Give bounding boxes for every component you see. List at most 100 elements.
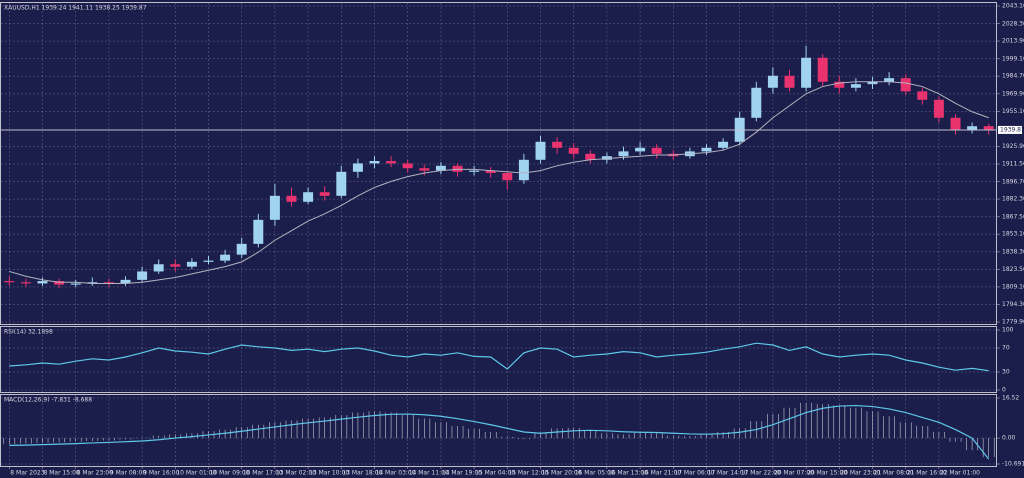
- y-tick-label: 1999.10: [1002, 55, 1024, 62]
- candle-body: [419, 168, 430, 171]
- y-tick-label: 1882.30: [1002, 196, 1024, 203]
- x-tick-label: 15 Mar 20:00: [542, 470, 582, 477]
- candle-body: [452, 165, 463, 172]
- candle-body: [402, 163, 413, 169]
- macd-frame: [0, 394, 997, 467]
- candle-body: [900, 78, 911, 92]
- candle-body: [635, 147, 646, 152]
- x-tick-label: 16 Mar 21:00: [641, 470, 681, 477]
- candle-body: [286, 195, 297, 202]
- candle-body: [319, 192, 330, 196]
- candle-body: [552, 141, 563, 148]
- y-tick-label: 1955.10: [1002, 108, 1024, 115]
- macd-signal-line: [9, 404, 990, 460]
- candle-body: [651, 147, 662, 154]
- candle-body: [817, 57, 828, 82]
- y-tick-label: 100: [1002, 327, 1014, 334]
- y-tick-label: 2043.10: [1002, 3, 1024, 10]
- y-tick-label: 1911.50: [1002, 161, 1024, 168]
- y-tick-label: 70: [1002, 345, 1010, 352]
- y-tick-label: 16.52: [1002, 395, 1019, 402]
- candle-body: [120, 279, 131, 284]
- y-tick-label: 1925.90: [1002, 143, 1024, 150]
- candle-body: [186, 261, 197, 267]
- candle-body: [917, 91, 928, 100]
- candle-body: [103, 282, 114, 284]
- candle-body: [4, 281, 15, 283]
- candle-body: [153, 264, 164, 272]
- rsi-title: RSI(14) 32.1898: [4, 329, 53, 336]
- x-tick-label: 14 Mar 19:00: [442, 470, 482, 477]
- y-tick-label: 0: [1002, 387, 1006, 394]
- x-tick-label: 17 Mar 06:00: [674, 470, 714, 477]
- candle-body: [618, 151, 629, 157]
- candle-body: [950, 117, 961, 130]
- candle-body: [834, 81, 845, 88]
- x-tick-label: 8 Mar 23:00: [77, 470, 113, 477]
- last-price-label: 1939.87: [1000, 126, 1024, 133]
- candle-body: [435, 165, 446, 171]
- indicator-line: [9, 342, 989, 372]
- x-tick-label: 10 Mar 17:00: [243, 470, 283, 477]
- y-tick-label: 1853.10: [1002, 231, 1024, 238]
- candle-body: [701, 147, 712, 152]
- candle-body: [386, 160, 397, 164]
- candle-body: [220, 254, 231, 261]
- candle-body: [469, 170, 480, 172]
- x-tick-label: 13 Mar 02:00: [276, 470, 316, 477]
- macd-title: MACD(12,26,9) -7.831 -8.688: [4, 397, 92, 404]
- candle-body: [718, 141, 729, 148]
- candle-body: [137, 271, 148, 280]
- candle-body: [20, 282, 31, 284]
- main-title: XAUUSD,H1 1939.24 1941.11 1938.25 1939.8…: [4, 5, 147, 12]
- candle-body: [967, 126, 978, 130]
- candle-body: [568, 147, 579, 154]
- x-tick-label: 21 Mar 16:00: [907, 470, 947, 477]
- candle-body: [502, 173, 513, 181]
- candle-body: [585, 153, 596, 160]
- candle-body: [867, 81, 878, 85]
- x-tick-label: 17 Mar 14:00: [708, 470, 748, 477]
- candle-body: [767, 75, 778, 88]
- y-tick-label: 2028.30: [1002, 20, 1024, 27]
- candle-body: [70, 283, 81, 285]
- candle-body: [170, 264, 181, 267]
- candle-body: [253, 219, 264, 244]
- candle-body: [303, 192, 314, 202]
- x-tick-label: 20 Mar 07:00: [774, 470, 814, 477]
- y-tick-label: 1896.70: [1002, 178, 1024, 185]
- candle-body: [236, 243, 247, 255]
- candle-body: [751, 87, 762, 118]
- y-tick-label: 1823.50: [1002, 266, 1024, 273]
- y-tick-label: 1809.10: [1002, 283, 1024, 290]
- x-tick-label: 8 Mar 15:00: [44, 470, 80, 477]
- x-tick-label: 14 Mar 11:00: [409, 470, 449, 477]
- candle-body: [87, 282, 98, 284]
- x-tick-label: 15 Mar 12:00: [508, 470, 548, 477]
- candle-body: [784, 75, 795, 88]
- x-tick-label: 9 Mar 16:00: [143, 470, 179, 477]
- x-tick-label: 15 Mar 04:00: [475, 470, 515, 477]
- x-tick-label: 16 Mar 05:00: [575, 470, 615, 477]
- y-tick-label: 1867.50: [1002, 213, 1024, 220]
- x-tick-label: 10 Mar 01:00: [176, 470, 216, 477]
- y-tick-label: 0.00: [1002, 435, 1016, 442]
- candle-body: [203, 260, 214, 262]
- rsi-frame: [0, 326, 997, 393]
- y-tick-label: 1969.90: [1002, 90, 1024, 97]
- candle-body: [54, 281, 65, 285]
- candle-body: [518, 159, 529, 181]
- x-tick-label: 10 Mar 09:00: [210, 470, 250, 477]
- candle-body: [933, 99, 944, 118]
- moving-average-line: [9, 81, 989, 284]
- main-frame: [0, 2, 997, 325]
- x-tick-label: 8 Mar 2023: [10, 470, 44, 477]
- x-tick-label: 14 Mar 03:00: [376, 470, 416, 477]
- candle-body: [850, 84, 861, 88]
- y-tick-label: 1794.30: [1002, 301, 1024, 308]
- candle-body: [884, 78, 895, 82]
- candle-body: [535, 141, 546, 160]
